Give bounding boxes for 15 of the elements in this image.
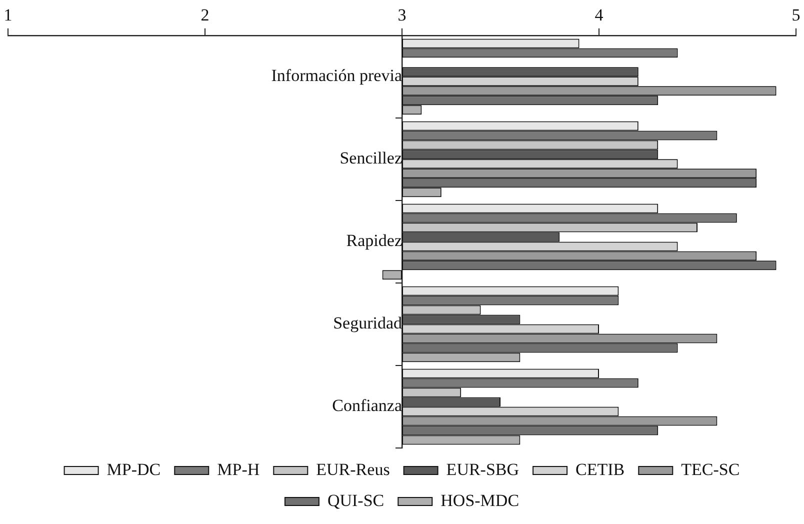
- y-tick-label: Rapidez: [346, 231, 402, 250]
- y-tick-label: Sencillez: [340, 148, 402, 168]
- legend-label: HOS-MDC: [440, 490, 520, 510]
- legend-label: MP-DC: [106, 460, 161, 479]
- x-tick-label: 5: [792, 6, 800, 25]
- legend-label: QUI-SC: [327, 490, 384, 510]
- legend-label: EUR-SBG: [446, 460, 520, 479]
- x-tick-label: 2: [200, 6, 210, 25]
- legend-label: CETIB: [576, 460, 625, 479]
- x-tick-label: 1: [4, 6, 12, 25]
- legend-label: EUR-Reus: [316, 460, 390, 479]
- x-tick-label: 3: [398, 6, 406, 25]
- x-tick-label: 4: [594, 6, 604, 25]
- legend-label: MP-H: [217, 460, 260, 479]
- legend-label: TEC-SC: [681, 460, 740, 479]
